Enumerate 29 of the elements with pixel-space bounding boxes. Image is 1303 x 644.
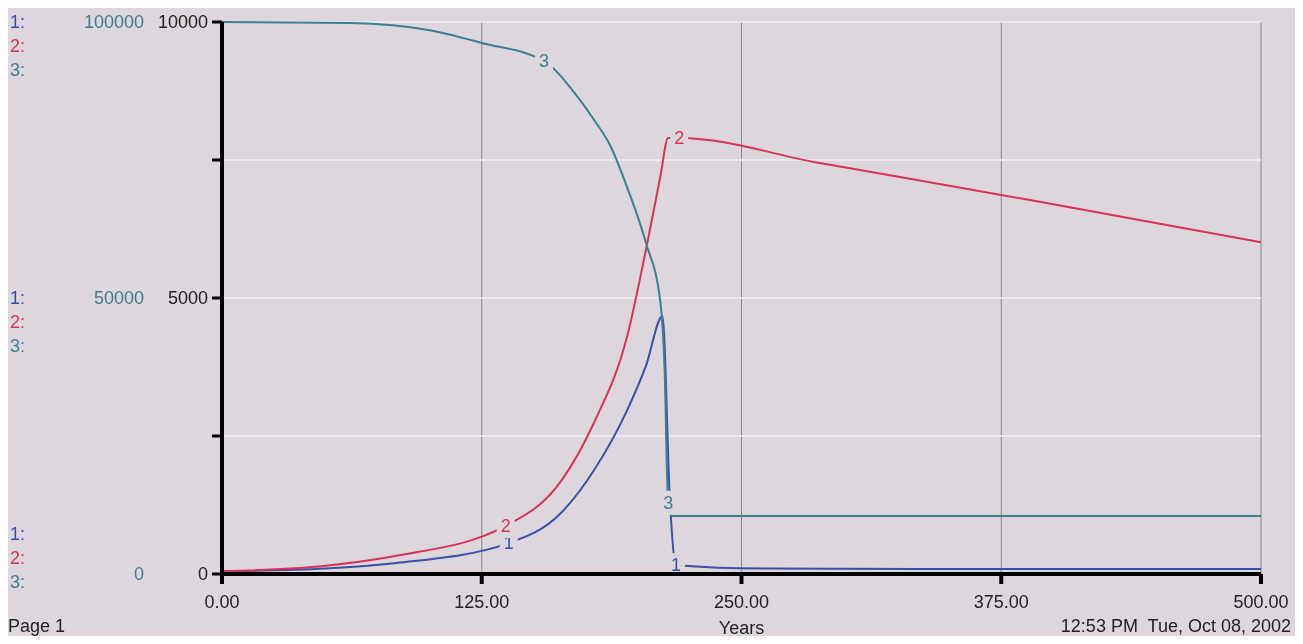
text: 3: [10,336,26,357]
x-tick-label: 0.00 [204,592,240,612]
text: 2: [10,36,26,57]
line-series [221,21,1262,518]
y-tick-label: 5000 [167,288,208,309]
y2-tick-label: 50000 [93,288,144,309]
text: 2: [10,312,26,333]
series-label: 1 [671,555,682,576]
text: Page 1 [8,616,66,636]
x-tick-label: 375.00 [973,592,1029,612]
text: 2 [500,516,511,537]
y-tick-label: 0 [197,564,208,585]
text: 2: [10,548,26,569]
text: 3: [10,572,26,593]
series-label: 3 [663,493,674,514]
y2-tick-label: 100000 [83,12,144,33]
text: 3 [539,51,550,72]
x-tick-label: 125.00 [454,592,510,612]
series-label: 2 [674,128,685,149]
x-axis-title: Years [718,618,765,638]
y2-tick-label: 0 [133,564,144,585]
text: 1: [10,288,26,309]
text: 12:53 PM Tue, Oct 08, 2002 [1060,616,1291,636]
text: 1: [10,524,26,545]
x-tick-label: 250.00 [713,592,770,612]
y-tick-label: 10000 [157,12,208,33]
x-tick-label: 500.00 [1233,592,1289,612]
text: 3: [10,60,26,81]
text: 1: [10,12,26,33]
